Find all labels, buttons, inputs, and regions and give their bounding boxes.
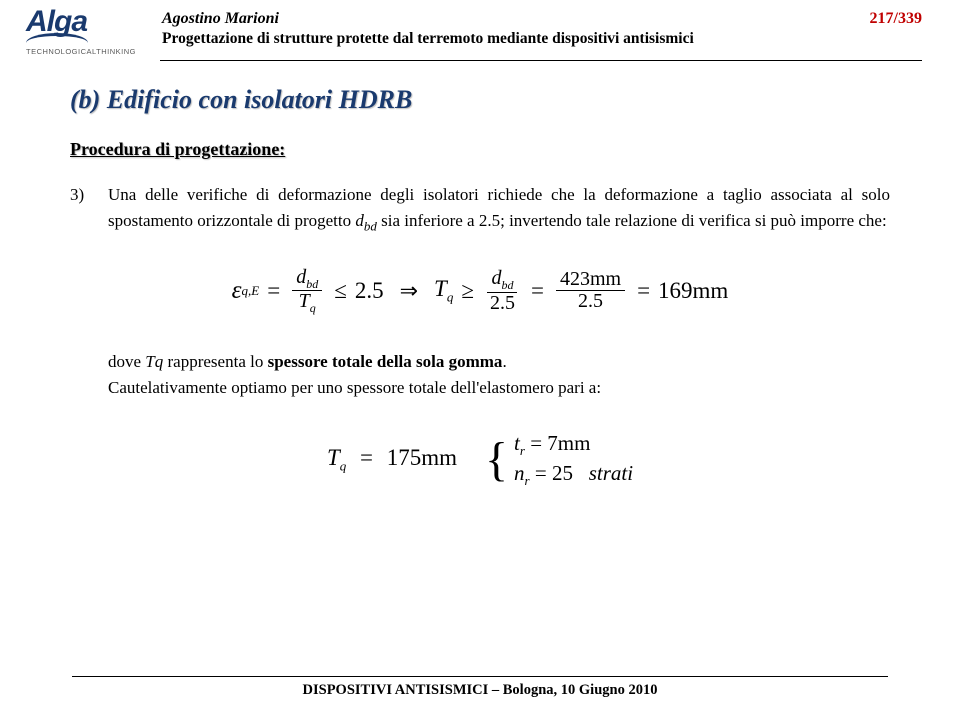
section-heading: Procedura di progettazione:: [70, 139, 890, 160]
p2-bold: spessore totale della sola gomma: [268, 352, 503, 371]
epsilon-sub: q,E: [242, 283, 260, 299]
f2-top: d: [491, 267, 501, 289]
eq-equals-2: =: [531, 278, 544, 304]
f1-top: d: [296, 266, 306, 288]
author-name: Agostino Marioni: [162, 10, 870, 28]
r1-sub: r: [520, 443, 525, 458]
eq2-equals: =: [360, 445, 373, 470]
eq2-lhs-val: 175mm: [387, 445, 457, 470]
footer-text: DISPOSITIVI ANTISISMICI – Bologna, 10 Gi…: [0, 682, 960, 699]
r2-n: n: [514, 461, 525, 485]
frac-2: dbd 2.5: [486, 268, 519, 314]
logo-tagline: TECHNOLOGICALTHINKING: [26, 47, 162, 56]
r1-val: 7mm: [547, 431, 590, 455]
brace-row-2: nr = 25 strati: [514, 460, 633, 490]
eq2-T-sub: q: [340, 459, 347, 474]
eq-equals-1: =: [267, 278, 280, 304]
paragraph-body: Una delle verifiche di deformazione degl…: [108, 182, 890, 237]
p2-line2: Cautelativamente optiamo per uno spessor…: [108, 378, 601, 397]
f2-bot: 2.5: [486, 293, 519, 314]
equation-1: εq,E = dbd Tq ≤ 2.5 ⇒ Tq ≥ dbd 2.5 = 423…: [70, 267, 890, 315]
result-169: 169mm: [658, 278, 728, 304]
list-number: 3): [70, 182, 108, 237]
f2-top-sub: bd: [501, 278, 513, 292]
f3-bot: 2.5: [574, 291, 607, 312]
f1-bot-sub: q: [310, 301, 316, 315]
brace-icon: {: [485, 438, 508, 481]
implies-arrow-icon: ⇒: [400, 278, 418, 304]
slide-title: (b) Edificio con isolatori HDRB: [70, 85, 890, 115]
frac-3: 423mm 2.5: [556, 269, 625, 312]
page-number: 217/339: [870, 8, 922, 28]
p2-var: Tq: [145, 352, 163, 371]
val-2.5-a: 2.5: [355, 278, 384, 304]
header-subtitle: Progettazione di strutture protette dal …: [162, 30, 870, 48]
paragraph-3: 3) Una delle verifiche di deformazione d…: [70, 182, 890, 237]
p2-a: dove: [108, 352, 145, 371]
logo-block: Alga TECHNOLOGICALTHINKING: [26, 8, 162, 56]
para-text-b: sia inferiore a 2.5; invertendo tale rel…: [377, 211, 887, 230]
eq1-lhs: εq,E = dbd Tq ≤ 2.5: [232, 267, 384, 315]
frac-1: dbd Tq: [292, 267, 322, 315]
epsilon: ε: [232, 277, 242, 305]
paragraph-4: dove Tq rappresenta lo spessore totale d…: [70, 349, 890, 402]
var-d: d: [355, 211, 364, 230]
r2-unit: strati: [589, 461, 633, 485]
eq2-T: T: [327, 445, 340, 470]
var-dbd: dbd: [355, 211, 377, 230]
T-sub: q: [447, 290, 454, 305]
equation-2: Tq = 175mm { tr = 7mm nr = 25 strati: [70, 430, 890, 490]
var-d-sub: bd: [364, 219, 377, 234]
ge-op: ≥: [461, 278, 474, 304]
content-area: (b) Edificio con isolatori HDRB Procedur…: [0, 61, 960, 490]
f1-top-sub: bd: [306, 277, 318, 291]
logo: Alga: [26, 8, 162, 35]
f3-top: 423mm: [556, 269, 625, 291]
r2-sub: r: [525, 473, 530, 488]
res-val: 169mm: [658, 278, 728, 303]
le-op: ≤: [334, 278, 347, 304]
f1-bot: T: [299, 290, 310, 312]
T: T: [434, 276, 447, 301]
eq-equals-3: =: [637, 278, 650, 304]
eq2-lhs: Tq = 175mm: [327, 445, 457, 475]
p2-b: rappresenta lo: [163, 352, 267, 371]
p2-c: .: [502, 352, 506, 371]
Tq: Tq: [434, 276, 453, 306]
footer-rule: [72, 676, 888, 677]
page-header: Alga TECHNOLOGICALTHINKING Agostino Mari…: [0, 0, 960, 56]
brace-body: tr = 7mm nr = 25 strati: [514, 430, 633, 490]
header-text: Agostino Marioni Progettazione di strutt…: [162, 8, 870, 48]
r2-val: 25: [552, 461, 573, 485]
eq1-rhs: Tq ≥ dbd 2.5 = 423mm 2.5 = 169mm: [434, 268, 728, 314]
brace-row-1: tr = 7mm: [514, 430, 633, 460]
